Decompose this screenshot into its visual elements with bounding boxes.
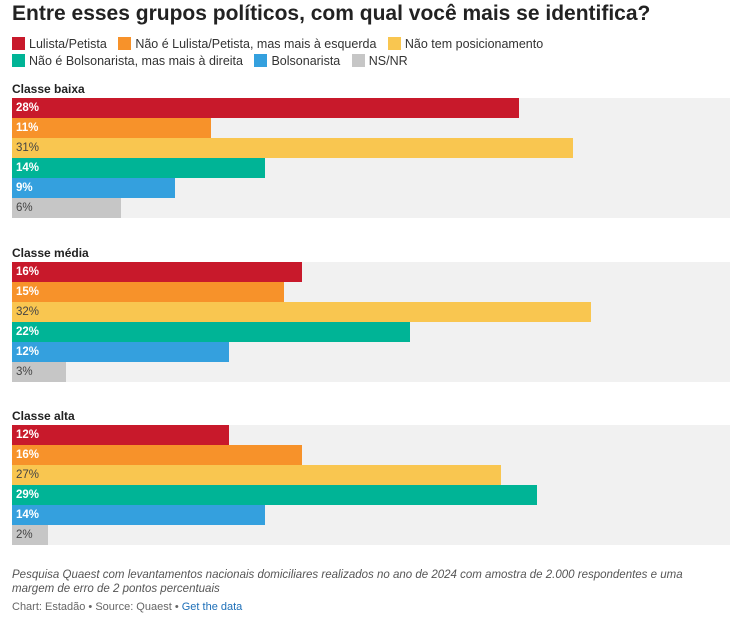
legend-label: Bolsonarista [271,54,341,68]
bar-value-label: 27% [16,469,40,481]
bar-value-label: 32% [16,306,40,318]
bar-nsnr: 2% [12,525,49,545]
legend-label: Lulista/Petista [29,37,107,51]
bar-value-label: 14% [16,162,40,174]
bar-lulista: 12% [12,425,230,445]
bar-nsnr: 6% [12,198,121,218]
bar-value-label: 6% [16,202,33,214]
bar-sem-posicionamento: 32% [12,302,592,322]
bar-sem-posicionamento: 27% [12,465,501,485]
legend-label: Não tem posicionamento [404,37,544,51]
group-classe-baixa: Classe baixa 28% 11% 31% 14% 9% 6% [12,81,730,218]
bar-value-label: 9% [16,182,33,194]
bar-value-label: 12% [16,429,40,441]
bar-value-label: 16% [16,266,40,278]
bar-value-label: 14% [16,509,40,521]
footer-credit: Chart: Estadão • Source: Quaest • [12,601,182,613]
bar-bolsonarista: 9% [12,178,175,198]
bar-nsnr: 3% [12,362,67,382]
bar-esquerda: 16% [12,445,302,465]
bar-bolsonarista: 12% [12,342,230,362]
legend-swatch [12,54,25,67]
bar-value-label: 22% [16,326,40,338]
plot-area: 12% 16% 27% 29% 14% 2% [12,425,730,545]
legend-label: Não é Bolsonarista, mas mais à direita [29,54,243,68]
plot-area: 16% 15% 32% 22% 12% 3% [12,262,730,382]
legend-swatch [387,37,401,50]
bar-sem-posicionamento: 31% [12,138,574,158]
legend-item-esquerda: Não é Lulista/Petista, mas mais à esquer… [118,36,376,53]
group-classe-alta: Classe alta 12% 16% 27% 29% 14% 2% [12,408,730,545]
bar-direita: 14% [12,158,266,178]
legend-label: Não é Lulista/Petista, mas mais à esquer… [135,37,377,51]
bar-esquerda: 15% [12,282,284,302]
legend-swatch [254,54,268,67]
get-the-data-link[interactable]: Get the data [181,601,243,613]
bar-lulista: 16% [12,262,302,282]
footer: Chart: Estadão • Source: Quaest • Get th… [12,601,242,613]
group-title: Classe média [12,246,89,260]
source-note: Pesquisa Quaest com levantamentos nacion… [12,569,683,595]
bar-value-label: 31% [16,142,40,154]
legend-item-sem-posicionamento: Não tem posicionamento [387,36,544,53]
bar-direita: 22% [12,322,411,342]
group-title: Classe baixa [12,82,85,96]
legend-swatch [12,37,25,50]
bar-value-label: 15% [16,286,40,298]
legend-swatch [118,37,132,50]
legend-item-bolsonarista: Bolsonarista [254,53,340,70]
bar-direita: 29% [12,485,537,505]
legend-item-nsnr: NS/NR [351,53,408,70]
bar-value-label: 29% [16,489,40,501]
bar-value-label: 16% [16,449,40,461]
legend-item-direita: Não é Bolsonarista, mas mais à direita [12,53,243,70]
bar-esquerda: 11% [12,118,212,138]
bar-lulista: 28% [12,98,519,118]
group-classe-media: Classe média 16% 15% 32% 22% 12% 3% [12,245,730,382]
legend-label: NS/NR [368,54,408,68]
bar-value-label: 28% [16,102,40,114]
legend-swatch [351,54,365,67]
bar-value-label: 3% [16,366,33,378]
bar-value-label: 11% [16,122,39,134]
bar-bolsonarista: 14% [12,505,266,525]
legend: Lulista/Petista Não é Lulista/Petista, m… [12,36,724,70]
bar-value-label: 2% [16,529,33,541]
bar-value-label: 12% [16,346,40,358]
plot-area: 28% 11% 31% 14% 9% 6% [12,98,730,218]
group-title: Classe alta [12,409,75,423]
legend-item-lulista: Lulista/Petista [12,36,107,53]
chart-title: Entre esses grupos políticos, com qual v… [12,2,651,25]
